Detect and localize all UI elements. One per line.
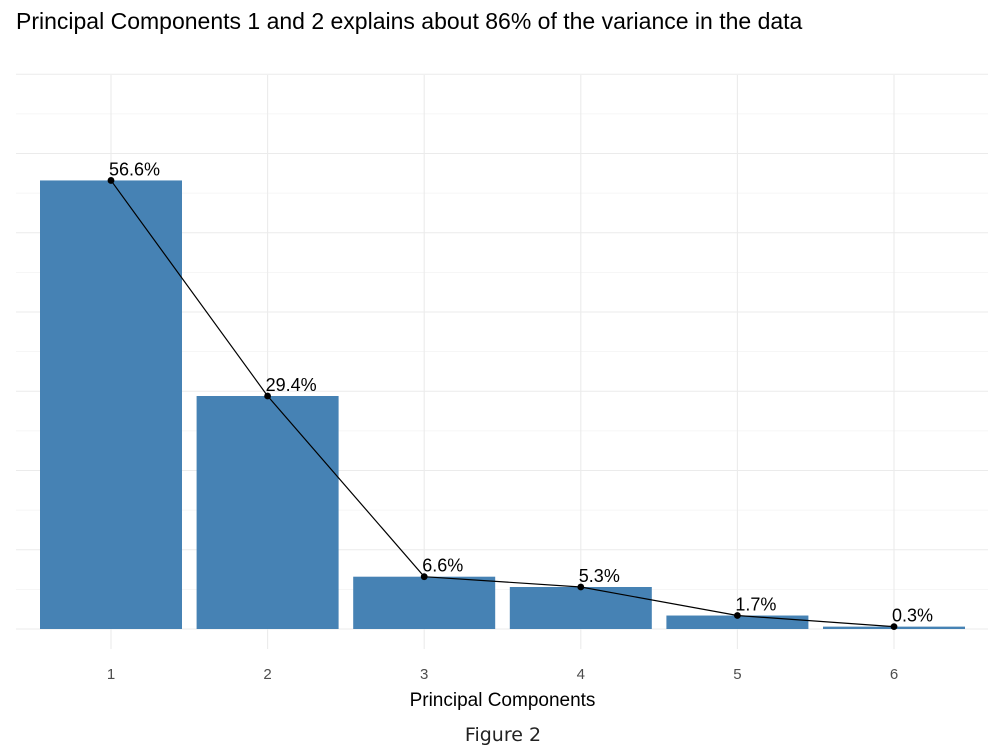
bars [40, 180, 965, 629]
x-tick-label-6: 6 [890, 666, 898, 683]
bar-pc-3 [353, 576, 496, 629]
bar-pc-1 [40, 180, 182, 629]
x-axis-title: Principal Components [410, 690, 596, 711]
point-pc-4 [577, 583, 585, 591]
x-tick-label-3: 3 [420, 666, 428, 683]
data-label-pc-4: 5.3% [579, 566, 620, 586]
point-pc-5 [734, 612, 741, 619]
point-pc-6 [890, 623, 898, 631]
bar-pc-4 [509, 586, 652, 629]
cumulative-line [107, 177, 898, 631]
x-tick-label-2: 2 [263, 666, 271, 683]
x-axis-ticks: 1 2 3 4 5 6 [107, 666, 898, 683]
x-tick-label-5: 5 [733, 666, 741, 683]
point-pc-1 [107, 177, 115, 184]
data-label-pc-2: 29.4% [266, 375, 317, 395]
data-label-pc-5: 1.7% [735, 595, 776, 615]
point-pc-3 [420, 573, 428, 581]
bar-pc-2 [196, 396, 339, 629]
scree-plot: 56.6% 29.4% 6.6% 5.3% 1.7% 0.3% 1 2 3 4 5 6 Princi… [16, 73, 988, 711]
data-label-pc-3: 6.6% [422, 556, 463, 576]
figure-caption: Figure 2 [464, 724, 542, 746]
data-label-pc-1: 56.6% [109, 159, 160, 179]
data-label-pc-6: 0.3% [892, 606, 933, 626]
point-pc-2 [264, 392, 271, 400]
x-tick-label-4: 4 [577, 666, 585, 683]
series-line [110, 180, 895, 628]
x-tick-label-1: 1 [107, 666, 115, 683]
chart-title: Principal Components 1 and 2 explains ab… [16, 8, 803, 34]
data-labels: 56.6% 29.4% 6.6% 5.3% 1.7% 0.3% [109, 159, 933, 625]
bar-pc-5 [666, 615, 809, 629]
